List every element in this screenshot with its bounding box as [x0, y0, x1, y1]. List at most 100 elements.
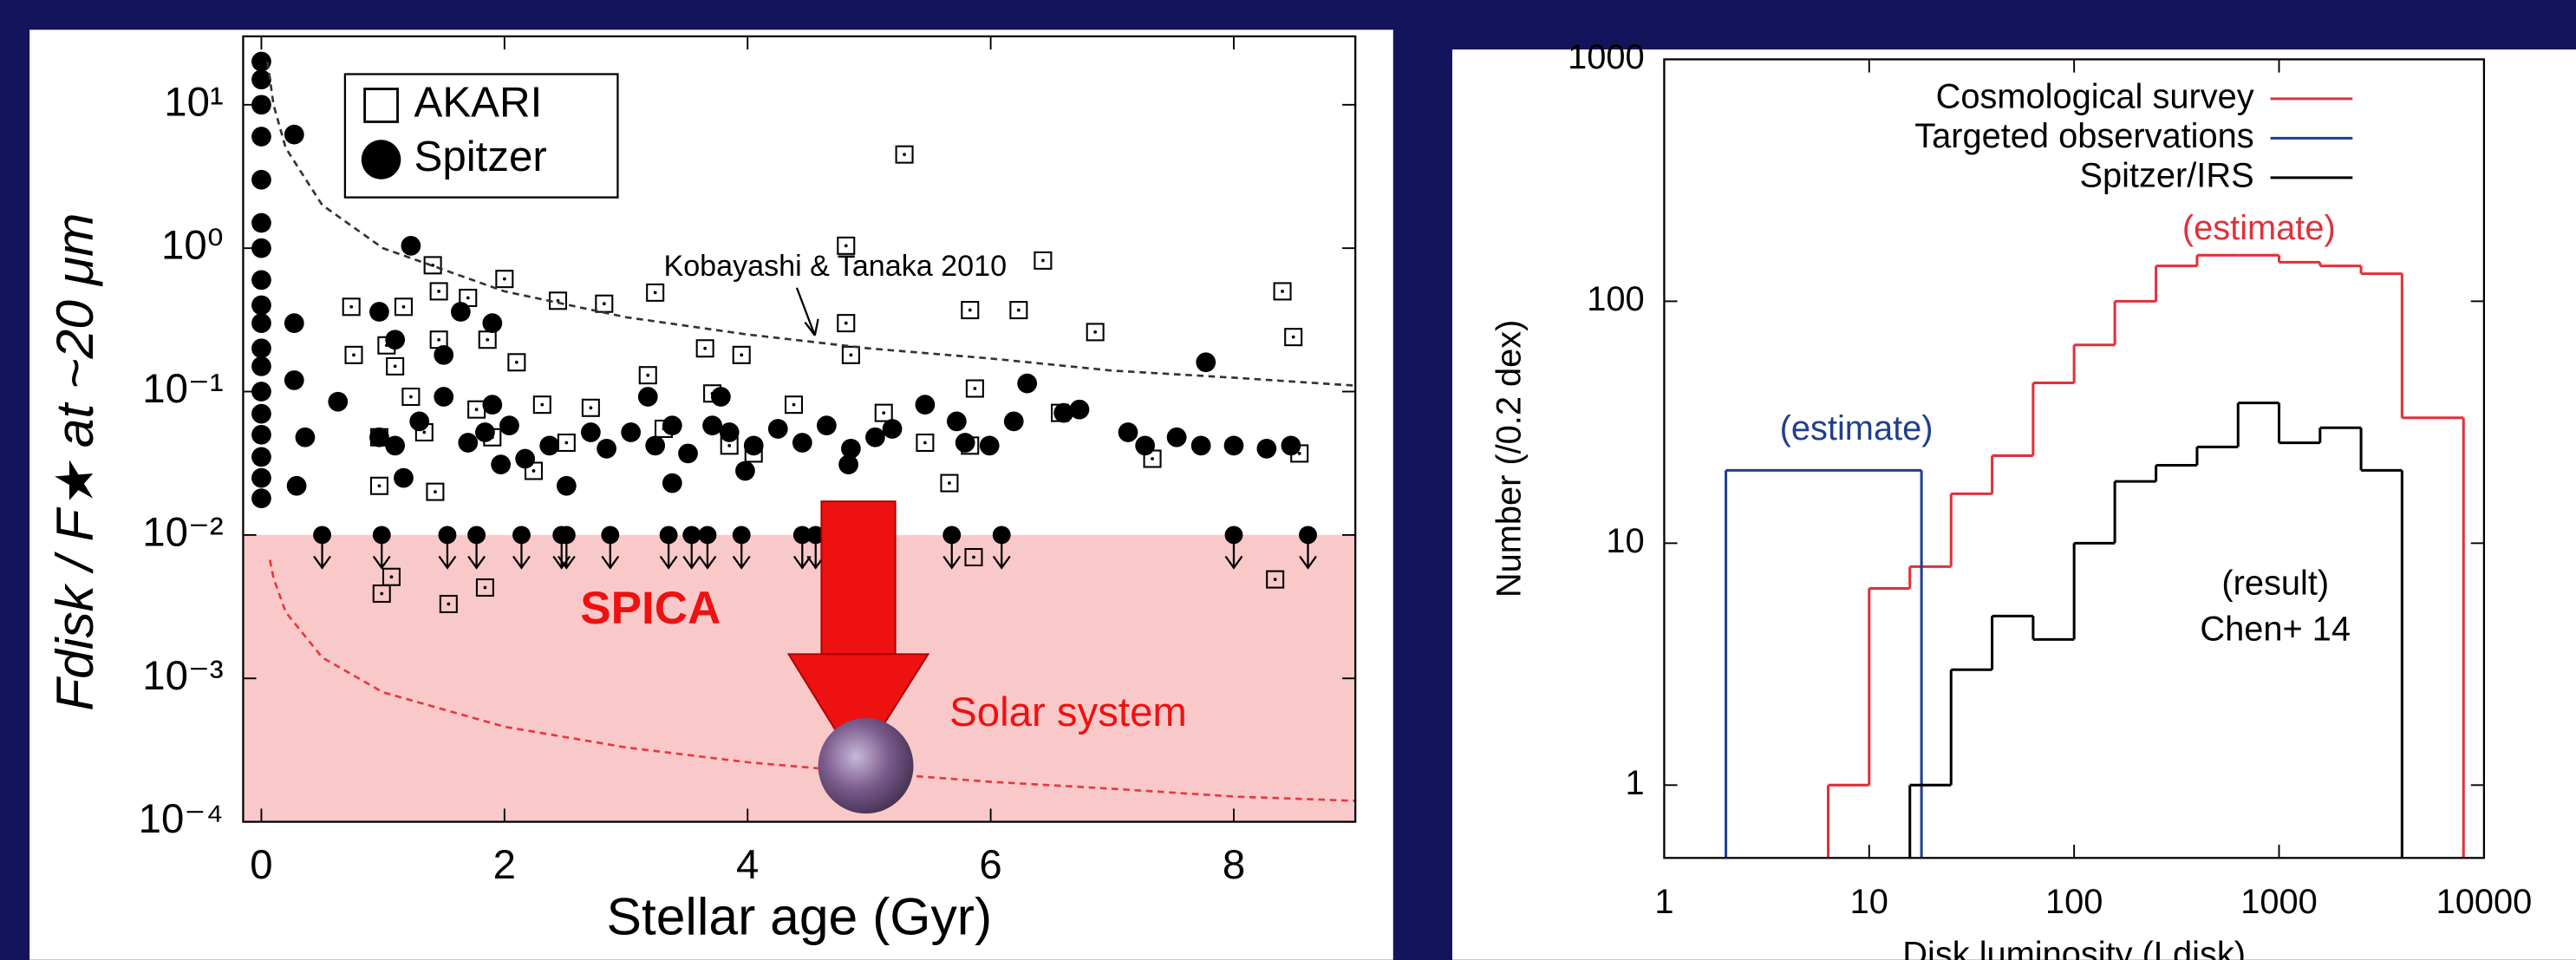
akari-point-dot: [845, 322, 848, 325]
y-tick-label: 1: [1626, 764, 1645, 802]
spitzer-point: [251, 447, 271, 467]
spitzer-point: [451, 302, 471, 322]
y-tick-label: 10¹: [164, 79, 223, 125]
spitzer-point: [394, 468, 414, 488]
y-tick-label: 10⁻²: [142, 509, 223, 555]
spitzer-point: [251, 404, 271, 424]
spitzer-point: [645, 435, 665, 455]
spitzer-point: [434, 345, 453, 365]
spitzer-point: [458, 433, 478, 453]
spitzer-point: [557, 476, 577, 496]
spitzer-point: [817, 415, 837, 435]
spitzer-point: [401, 236, 421, 256]
annotation: (result): [2221, 564, 2329, 602]
x-tick-label: 0: [250, 842, 272, 888]
akari-point-dot: [923, 441, 927, 445]
y-tick-label: 10⁻³: [142, 653, 223, 699]
akari-point-dot: [349, 305, 353, 309]
akari-point-dot: [1298, 452, 1301, 455]
spitzer-point: [251, 170, 271, 190]
spitzer-point: [597, 439, 616, 459]
x-tick-label: 100: [2045, 883, 2103, 921]
spitzer-point: [1017, 374, 1037, 394]
spitzer-point: [385, 435, 405, 455]
spitzer-point: [296, 428, 316, 447]
y-tick-label: 100: [1587, 280, 1644, 318]
akari-point-dot: [402, 305, 406, 309]
akari-point-dot: [486, 338, 489, 342]
akari-point-dot: [564, 441, 568, 445]
earth: [818, 718, 914, 813]
spitzer-point: [328, 392, 348, 412]
akari-point-dot: [589, 406, 592, 409]
spitzer-point: [768, 419, 788, 439]
annotation: Kobayashi & Tanaka 2010: [663, 250, 1007, 283]
annotation: Chen+ 14: [2200, 610, 2351, 648]
x-tick-label: 6: [979, 842, 1001, 888]
x-tick-label: 1000: [2240, 883, 2318, 921]
akari-point-dot: [882, 411, 885, 415]
spitzer-point: [955, 433, 975, 453]
akari-point-dot: [603, 302, 606, 305]
legend-label: Spitzer/IRS: [2079, 156, 2253, 194]
spitzer-point: [1256, 439, 1276, 459]
akari-point-dot: [380, 592, 383, 596]
akari-point-dot: [466, 297, 470, 300]
spitzer-point: [711, 387, 731, 407]
spitzer-point: [251, 69, 271, 89]
spitzer-point: [287, 476, 307, 496]
akari-point-dot: [515, 361, 518, 364]
akari-point-dot: [1093, 330, 1097, 334]
spitzer-point: [251, 425, 271, 445]
x-tick-label: 2: [493, 842, 516, 888]
akari-point-dot: [409, 395, 413, 399]
spitzer-point: [916, 395, 936, 415]
spitzer-point: [883, 419, 903, 439]
x-tick-label: 1: [1654, 883, 1673, 921]
x-tick-label: 8: [1223, 842, 1245, 888]
akari-point-dot: [378, 484, 382, 487]
akari-point-dot: [968, 309, 972, 312]
page: {"chart_data": [ {"type": "scatter", "xl…: [0, 0, 2576, 960]
akari-point-dot: [390, 575, 394, 578]
spitzer-point: [1004, 411, 1024, 431]
annotation: (estimate): [1780, 409, 1934, 447]
spitzer-point: [638, 387, 658, 407]
akari-point-dot: [484, 586, 487, 590]
akari-point-dot: [727, 444, 731, 447]
x-axis-label: Disk luminosity (Ldisk): [1902, 935, 2246, 960]
legend-label: Targeted observations: [1914, 117, 2253, 155]
spitzer-point: [251, 296, 271, 316]
legend-label: Spitzer: [414, 133, 546, 180]
spitzer-point: [251, 488, 271, 508]
akari-point-dot: [1274, 578, 1277, 581]
x-axis-label: Stellar age (Gyr): [606, 886, 992, 945]
spitzer-point: [284, 313, 304, 333]
akari-point-dot: [532, 469, 536, 473]
spitzer-point: [678, 444, 698, 464]
akari-point-dot: [903, 153, 906, 156]
y-axis-label: Fdisk / F★ at ~20 μm: [45, 212, 104, 710]
akari-point-dot: [540, 403, 544, 407]
y-tick-label: 10⁻¹: [142, 366, 223, 412]
x-tick-label: 10: [1850, 883, 1888, 921]
akari-point-dot: [948, 481, 951, 485]
akari-point-dot: [434, 490, 437, 493]
spitzer-point: [251, 356, 271, 376]
spitzer-point: [865, 428, 885, 447]
akari-point-dot: [1041, 259, 1045, 263]
akari-point-dot: [394, 365, 397, 369]
annotation: SPICA: [580, 583, 721, 634]
spitzer-point: [1070, 400, 1090, 420]
right-panel: [1452, 49, 2576, 960]
spitzer-point: [284, 370, 304, 390]
spica-arrow-shaft: [821, 501, 895, 657]
spitzer-point: [251, 127, 271, 147]
spitzer-point: [1191, 435, 1211, 455]
akari-point-dot: [1292, 336, 1295, 339]
akari-point-dot: [352, 353, 355, 356]
spitzer-point: [838, 454, 858, 474]
spitzer-point: [1224, 435, 1244, 455]
akari-point-dot: [503, 278, 506, 281]
akari-point-dot: [972, 556, 975, 559]
